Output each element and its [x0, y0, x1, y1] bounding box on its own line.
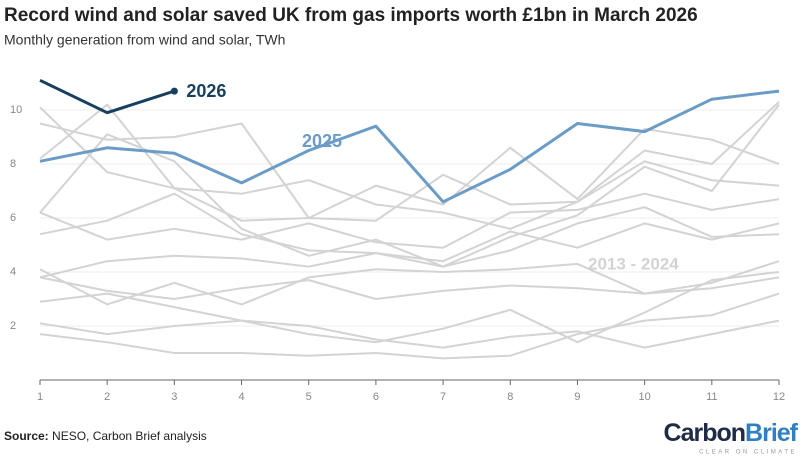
- logo-tagline: CLEAR ON CLIMATE: [699, 450, 797, 456]
- y-tick-label: 4: [10, 266, 16, 278]
- y-tick-label: 8: [10, 158, 16, 170]
- series-line: [39, 89, 780, 204]
- background-line: [39, 192, 780, 268]
- x-tick-label: 2: [104, 391, 110, 403]
- series-label: 2025: [302, 131, 342, 151]
- logo-part1: Carbon: [664, 419, 746, 447]
- source-text: NESO, Carbon Brief analysis: [52, 429, 207, 443]
- x-tick-label: 7: [440, 391, 446, 403]
- series-line: [39, 78, 175, 115]
- x-tick-label: 1: [37, 391, 43, 403]
- y-tick-label: 2: [10, 320, 16, 332]
- logo: CarbonBrief: [664, 419, 799, 447]
- x-tick-label: 8: [507, 391, 513, 403]
- x-tick-label: 4: [238, 391, 244, 403]
- chart-title: Record wind and solar saved UK from gas …: [4, 5, 698, 26]
- background-line: [39, 122, 780, 219]
- source-label: Source:: [4, 429, 49, 443]
- x-tick-label: 11: [706, 391, 717, 403]
- background-label: 2013 - 2024: [588, 254, 679, 273]
- background-line: [39, 319, 780, 349]
- background-line: [39, 192, 780, 249]
- background-line: [39, 260, 780, 300]
- x-tick-label: 9: [574, 391, 580, 403]
- background-line: [39, 106, 780, 230]
- background-line: [39, 292, 780, 360]
- series-label: 2026: [186, 81, 226, 101]
- x-tick-label: 3: [171, 391, 177, 403]
- y-tick-label: 10: [10, 104, 22, 116]
- x-tick-label: 12: [773, 391, 785, 403]
- source: Source: NESO, Carbon Brief analysis: [4, 429, 207, 443]
- series-end-dot: [170, 87, 178, 95]
- x-tick-label: 10: [639, 391, 651, 403]
- x-tick-label: 6: [373, 391, 379, 403]
- background-line: [39, 222, 780, 279]
- logo-part2: Brief: [745, 419, 799, 447]
- y-tick-label: 6: [10, 212, 16, 224]
- chart-subtitle: Monthly generation from wind and solar, …: [4, 32, 285, 48]
- background-line: [39, 103, 780, 268]
- x-tick-label: 5: [306, 391, 312, 403]
- background-line: [39, 101, 780, 222]
- background-line: [39, 271, 780, 344]
